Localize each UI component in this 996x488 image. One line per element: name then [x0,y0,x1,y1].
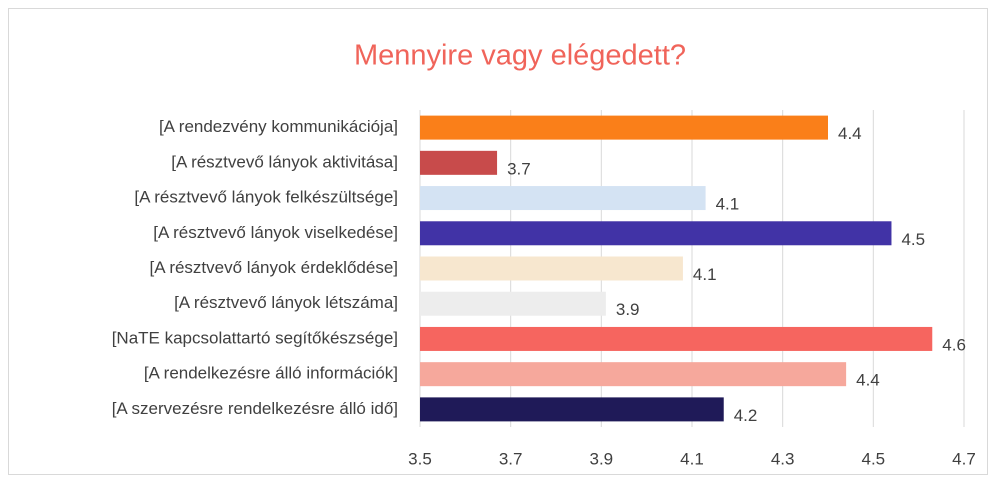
y-tick-label: [A szervezésre rendelkezésre álló idő] [112,399,398,418]
value-label: 4.2 [734,406,758,425]
value-label: 3.7 [507,159,531,178]
value-label: 3.9 [616,300,640,319]
bar [420,397,724,422]
value-label: 4.6 [942,335,966,354]
bar [420,362,847,387]
y-tick-label: [A rendezvény kommunikációja] [159,117,398,136]
y-tick-label: [A rendelkezésre álló információk] [144,364,398,383]
y-tick-label: [NaTE kapcsolattartó segítőkészsége] [112,328,398,347]
x-tick-label: 3.5 [408,449,432,468]
y-tick-label: [A résztvevő lányok létszáma] [174,293,398,312]
bar [420,150,498,175]
x-tick-label: 3.7 [499,449,523,468]
value-label: 4.1 [693,265,717,284]
x-tick-label: 3.9 [590,449,614,468]
bar [420,326,933,351]
x-tick-label: 4.1 [680,449,704,468]
bar [420,186,706,211]
x-tick-label: 4.7 [952,449,976,468]
value-label: 4.5 [901,230,925,249]
x-tick-label: 4.5 [862,449,886,468]
value-label: 4.4 [838,124,862,143]
y-tick-label: [A résztvevő lányok aktivitása] [171,152,398,171]
bar [420,256,683,281]
y-tick-label: [A résztvevő lányok viselkedése] [153,223,398,242]
value-label: 4.1 [716,195,740,214]
chart-title: Mennyire vagy elégedett? [354,40,686,72]
bar [420,115,828,140]
value-label: 4.4 [856,371,880,390]
y-tick-label: [A résztvevő lányok felkészültsége] [134,188,398,207]
bar [420,291,606,316]
x-tick-label: 4.3 [771,449,795,468]
y-tick-label: [A résztvevő lányok érdeklődése] [149,258,398,277]
bar [420,221,892,246]
